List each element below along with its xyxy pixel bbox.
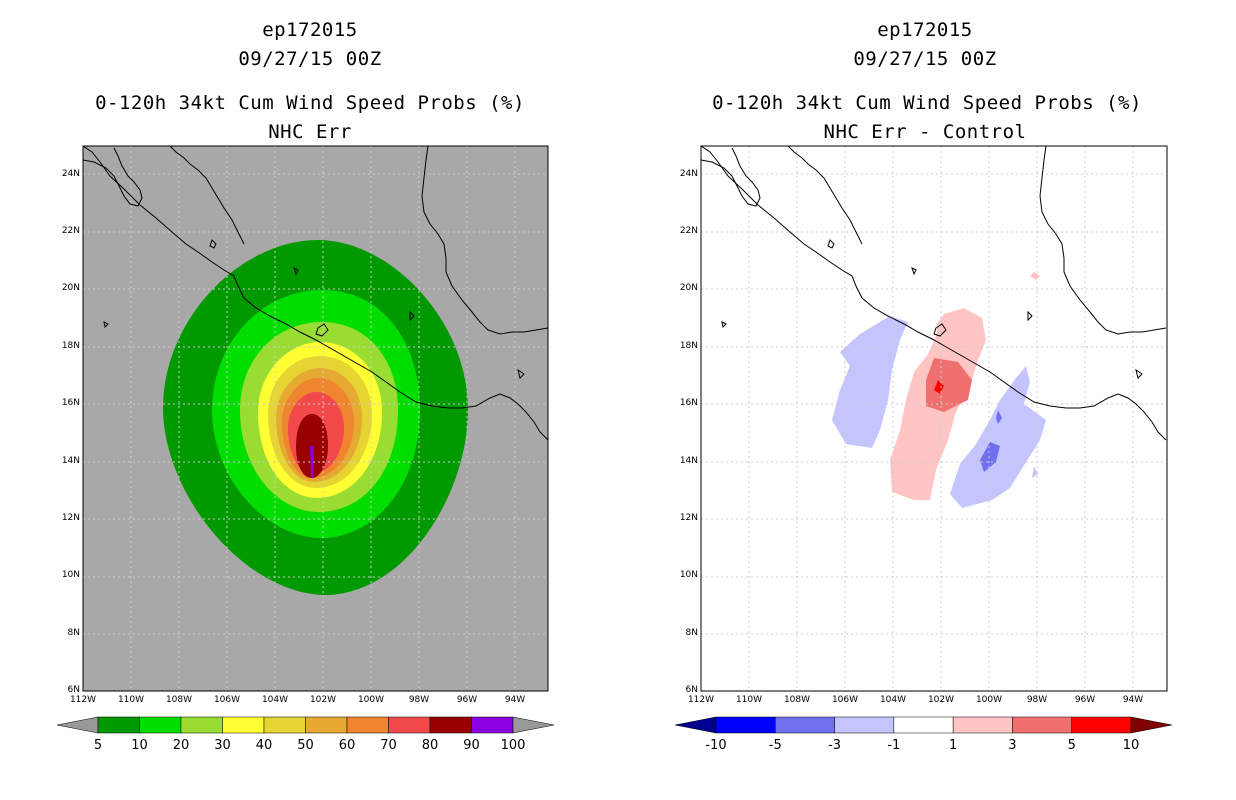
left-legend-label-90: 90 [463, 738, 480, 753]
left-legend-label-10: 10 [131, 738, 148, 753]
left-datetime: 09/27/15 00Z [238, 48, 382, 70]
left-legend-left-arrow [56, 716, 99, 734]
left-legend-swatch-3 [222, 716, 265, 734]
right-legend-left-arrow [674, 716, 717, 734]
left-legend-swatch-0 [97, 716, 140, 734]
left-legend-swatch-8 [429, 716, 472, 734]
right-legend-right-arrow [1130, 716, 1173, 734]
left-subtitle: NHC Err [268, 121, 352, 143]
left-legend-label-70: 70 [380, 738, 397, 753]
right-legend-label--1: -1 [887, 738, 900, 753]
right-legend-swatch-3 [893, 716, 954, 734]
left-legend-label-30: 30 [214, 738, 231, 753]
left-legend-swatch-7 [388, 716, 431, 734]
right-legend-swatch-1 [775, 716, 835, 734]
left-legend-swatch-6 [346, 716, 389, 734]
left-legend-swatch-9 [471, 716, 514, 734]
right-legend-swatch-5 [1012, 716, 1072, 734]
left-legend-bar: 5 10 20 30 40 50 60 70 80 90 100 [56, 716, 555, 753]
left-product-title: 0-120h 34kt Cum Wind Speed Probs (%) [95, 92, 525, 114]
right-color-legend: -10 -5 -3 -1 1 3 5 10 [674, 716, 1173, 756]
right-legend-swatch-2 [834, 716, 895, 734]
right-legend-swatch-6 [1071, 716, 1132, 734]
right-subtitle: NHC Err - Control [823, 121, 1027, 143]
right-legend-swatch-0 [715, 716, 776, 734]
right-legend-label-3: 3 [1008, 738, 1016, 753]
left-legend-swatch-1 [139, 716, 182, 734]
left-legend-label-40: 40 [256, 738, 273, 753]
left-legend-label-80: 80 [422, 738, 439, 753]
right-storm-id: ep172015 [877, 19, 973, 41]
right-legend-label--3: -3 [828, 738, 841, 753]
right-legend-label-1: 1 [949, 738, 957, 753]
left-legend-label-60: 60 [339, 738, 356, 753]
left-legend-label-5: 5 [94, 738, 102, 753]
right-legend-bar: -10 -5 -3 -1 1 3 5 10 [674, 716, 1173, 753]
right-legend-label--5: -5 [769, 738, 782, 753]
left-legend-swatch-4 [263, 716, 306, 734]
right-legend-swatch-4 [952, 716, 1013, 734]
left-color-legend: 5 10 20 30 40 50 60 70 80 90 100 [56, 716, 555, 756]
left-legend-label-50: 50 [297, 738, 314, 753]
right-datetime: 09/27/15 00Z [853, 48, 997, 70]
left-legend-label-100: 100 [501, 738, 526, 753]
right-legend-label-5: 5 [1068, 738, 1076, 753]
right-product-title: 0-120h 34kt Cum Wind Speed Probs (%) [712, 92, 1142, 114]
left-legend-label-20: 20 [173, 738, 190, 753]
left-legend-swatch-5 [305, 716, 348, 734]
left-legend-swatch-2 [180, 716, 223, 734]
right-legend-label-10: 10 [1123, 738, 1140, 753]
left-legend-right-arrow [512, 716, 555, 734]
right-legend-label--10: -10 [705, 738, 726, 753]
left-storm-id: ep172015 [262, 19, 358, 41]
